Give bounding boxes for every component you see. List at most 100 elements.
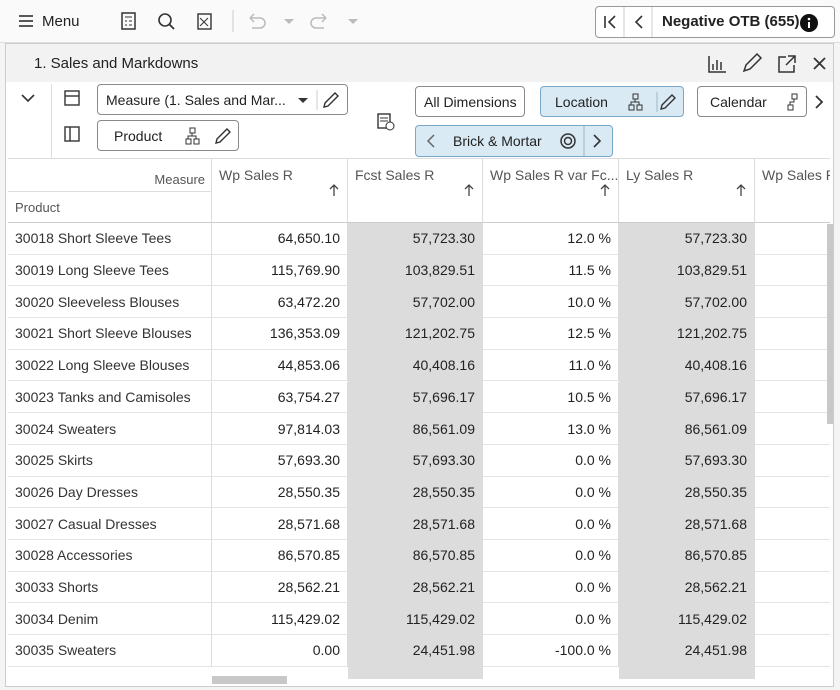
data-cell[interactable]: 63,754.27 — [212, 381, 348, 414]
brick-icons-left[interactable] — [416, 126, 446, 156]
data-cell[interactable]: 40,408.16 — [348, 349, 483, 382]
dropdown-icons[interactable] — [294, 90, 344, 110]
data-cell[interactable]: 57,696.17 — [348, 381, 483, 414]
row-label[interactable]: 30024 Sweaters — [8, 413, 212, 445]
menu-icon[interactable] — [18, 14, 34, 28]
all-dimensions-button[interactable]: All Dimensions — [415, 86, 525, 117]
data-cell[interactable]: 63,472.20 — [212, 286, 348, 319]
data-cell[interactable]: 57,702.00 — [348, 286, 483, 319]
alert-nav[interactable]: Negative OTB (655) — [595, 6, 835, 38]
calendar-button[interactable]: Calendar — [697, 86, 807, 117]
data-cell[interactable]: 28,571.68 — [348, 508, 483, 540]
row-label[interactable]: 30025 Skirts — [8, 444, 212, 477]
vertical-scrollbar[interactable] — [827, 224, 833, 424]
data-cell[interactable]: 115,769.90 — [212, 254, 348, 287]
data-cell[interactable]: 11.0 % — [483, 349, 619, 382]
data-cell[interactable]: 44,853.06 — [212, 349, 348, 382]
row-label[interactable]: 30027 Casual Dresses — [8, 508, 212, 540]
menu-label[interactable]: Menu — [42, 13, 80, 30]
row-label[interactable]: 30023 Tanks and Camisoles — [8, 381, 212, 414]
data-cell[interactable]: 86,570.85 — [212, 540, 348, 572]
sort-icon[interactable] — [735, 183, 747, 197]
data-cell[interactable]: 57,702.00 — [619, 286, 755, 319]
row-label[interactable]: 30026 Day Dresses — [8, 476, 212, 509]
column-header[interactable]: Wp Sales R — [212, 159, 348, 223]
data-cell[interactable]: 10.0 % — [483, 286, 619, 319]
data-cell[interactable]: 57,723.30 — [619, 223, 755, 255]
data-cell[interactable]: 121,202.75 — [619, 318, 755, 350]
row-label[interactable]: 30020 Sleeveless Blouses — [8, 286, 212, 319]
data-cell[interactable]: -100.0 % — [483, 635, 619, 667]
data-cell[interactable]: 86,561.09 — [619, 413, 755, 445]
data-cell[interactable]: 57,693.30 — [619, 444, 755, 477]
column-header[interactable]: Wp Sales R var Fc... — [483, 159, 619, 223]
data-cell[interactable]: 28,550.35 — [619, 476, 755, 509]
data-cell[interactable]: 57,693.30 — [212, 444, 348, 477]
data-cell[interactable]: 97,814.03 — [212, 413, 348, 445]
column-header[interactable]: Wp Sales R — [755, 159, 830, 223]
data-cell[interactable]: 28,550.35 — [348, 476, 483, 509]
data-cell[interactable]: 28,562.21 — [619, 571, 755, 604]
row-label[interactable]: 30022 Long Sleeve Blouses — [8, 349, 212, 382]
sort-icon[interactable] — [599, 183, 611, 197]
row-label[interactable]: 30035 Sweaters — [8, 635, 212, 667]
data-cell[interactable]: 0.0 % — [483, 603, 619, 636]
data-cell[interactable]: 11.5 % — [483, 254, 619, 287]
data-cell[interactable]: 115,429.02 — [348, 603, 483, 636]
row-label[interactable]: 30018 Short Sleeve Tees — [8, 223, 212, 255]
product-icons[interactable] — [184, 126, 236, 146]
data-cell[interactable]: 28,562.21 — [212, 571, 348, 604]
brick-selector[interactable]: Brick & Mortar — [415, 125, 613, 157]
data-cell[interactable]: 28,571.68 — [619, 508, 755, 540]
row-label[interactable]: 30034 Denim — [8, 603, 212, 636]
data-cell[interactable]: 57,693.30 — [348, 444, 483, 477]
data-cell[interactable]: 28,550.35 — [212, 476, 348, 509]
data-cell[interactable]: 28,571.68 — [212, 508, 348, 540]
product-button[interactable]: Product — [97, 120, 239, 151]
data-cell[interactable]: 0.0 % — [483, 444, 619, 477]
data-cell[interactable]: 24,451.98 — [348, 635, 483, 667]
data-cell[interactable]: 64,650.10 — [212, 223, 348, 255]
row-label[interactable]: 30019 Long Sleeve Tees — [8, 254, 212, 287]
data-cell[interactable]: 103,829.51 — [348, 254, 483, 287]
data-cell[interactable]: 10.5 % — [483, 381, 619, 414]
data-cell[interactable]: 86,570.85 — [348, 540, 483, 572]
data-cell[interactable]: 0.0 % — [483, 476, 619, 509]
sort-icon[interactable] — [328, 183, 340, 197]
alert-label[interactable]: Negative OTB (655) — [662, 13, 800, 30]
data-cell[interactable]: 115,429.02 — [212, 603, 348, 636]
horizontal-scrollbar[interactable] — [212, 676, 287, 684]
data-cell[interactable]: 115,429.02 — [619, 603, 755, 636]
data-cell[interactable]: 0.00 — [212, 635, 348, 667]
collapse-icons[interactable] — [20, 89, 90, 149]
data-cell[interactable]: 86,570.85 — [619, 540, 755, 572]
data-cell[interactable]: 121,202.75 — [348, 318, 483, 350]
sort-icon[interactable] — [463, 183, 475, 197]
data-cell[interactable]: 24,451.98 — [619, 635, 755, 667]
row-label[interactable]: 30028 Accessories — [8, 540, 212, 572]
scroll-right[interactable] — [811, 94, 827, 110]
data-cell[interactable]: 0.0 % — [483, 540, 619, 572]
column-header[interactable]: Ly Sales R — [619, 159, 755, 223]
data-cell[interactable]: 86,561.09 — [348, 413, 483, 445]
row-label[interactable]: 30033 Shorts — [8, 571, 212, 604]
data-cell[interactable]: 40,408.16 — [619, 349, 755, 382]
brick-icons-right[interactable] — [556, 126, 612, 156]
data-cell[interactable]: 12.0 % — [483, 223, 619, 255]
toolbar-icons[interactable] — [118, 10, 368, 32]
data-cell[interactable]: 136,353.09 — [212, 318, 348, 350]
data-cell[interactable]: 0.0 % — [483, 508, 619, 540]
data-cell[interactable]: 57,696.17 — [619, 381, 755, 414]
column-header[interactable]: Fcst Sales R — [348, 159, 483, 223]
row-label[interactable]: 30021 Short Sleeve Blouses — [8, 318, 212, 350]
data-cell[interactable]: 13.0 % — [483, 413, 619, 445]
data-cell[interactable]: 28,562.21 — [348, 571, 483, 604]
data-cell[interactable]: 103,829.51 — [619, 254, 755, 287]
measure-dropdown[interactable]: Measure (1. Sales and Mar... — [97, 84, 348, 115]
calendar-icon[interactable] — [786, 92, 806, 112]
data-cell[interactable]: 57,723.30 — [348, 223, 483, 255]
data-cell[interactable]: 12.5 % — [483, 318, 619, 350]
data-cell[interactable]: 0.0 % — [483, 571, 619, 604]
location-button[interactable]: Location — [540, 86, 684, 117]
layout-icon[interactable] — [376, 112, 396, 132]
